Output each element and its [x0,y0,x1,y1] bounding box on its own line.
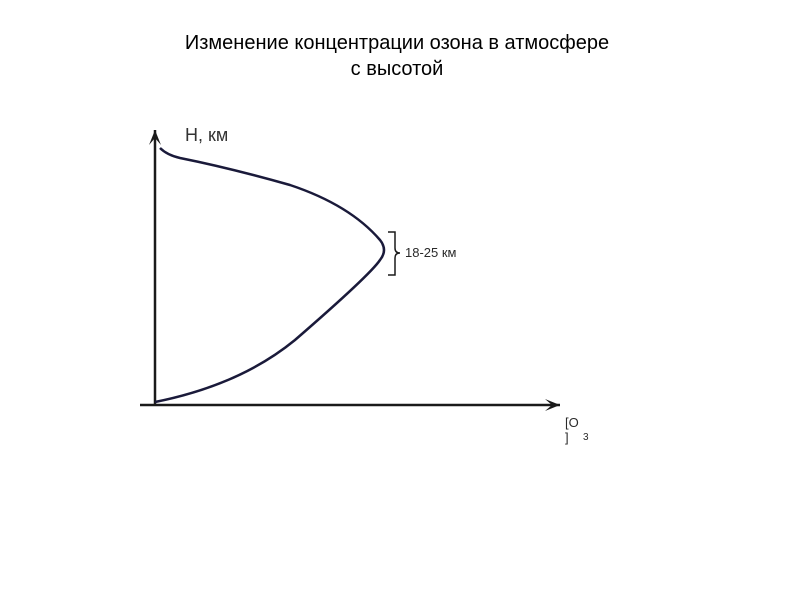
title-line-1: Изменение концентрации озона в атмосфере [185,32,609,54]
x-axis-label: [О ] [565,415,580,445]
ozone-curve [155,148,384,402]
chart-svg [120,140,580,440]
x-axis-subscript: 3 [583,432,589,443]
chart-title: Изменение концентрации озона в атмосфере… [0,30,794,82]
title-line-2: с высотой [351,58,444,80]
ozone-chart: Н, км 18-25 км [О ] 3 [120,140,580,440]
peak-bracket [388,232,400,275]
peak-annotation: 18-25 км [405,245,457,260]
y-axis-label: Н, км [185,125,228,146]
